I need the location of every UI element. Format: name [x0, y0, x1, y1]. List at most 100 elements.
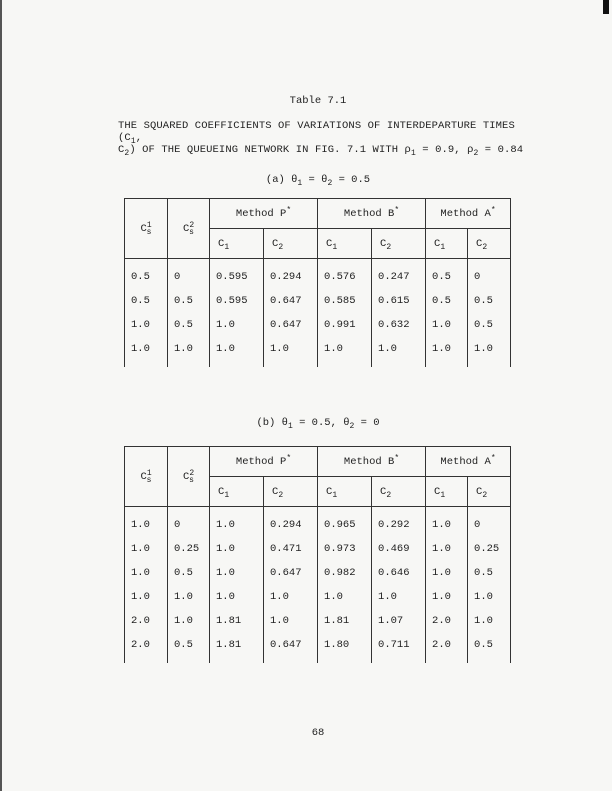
scan-mark — [603, 0, 609, 14]
page-number: 68 — [311, 727, 325, 739]
table-a: C1s C2s Method P* Method B* Method A* C1 C2 C1 C… — [124, 198, 512, 367]
header-cs1: C1s — [124, 198, 168, 259]
table-cell: 0.647 — [262, 633, 319, 663]
star: * — [490, 453, 496, 463]
title-text: (b) θ — [256, 417, 288, 429]
title-sub: 1 — [297, 179, 303, 188]
title-text: (a) θ — [265, 174, 298, 186]
header-sub: s — [189, 227, 194, 237]
table-cell: 1.0 — [209, 561, 264, 585]
table-cell: 0.469 — [371, 537, 427, 561]
table-cell: 0.5 — [167, 289, 210, 313]
header-method-b: Method B* — [317, 446, 427, 477]
scan-edge — [0, 0, 2, 791]
header-c2: C2 — [467, 228, 512, 259]
caption-text: ) OF THE QUEUEING NETWORK IN FIG. 7.1 WI… — [129, 144, 411, 156]
header-text: C — [380, 485, 387, 498]
table-cell: 1.0 — [425, 585, 469, 609]
table-cell: 2.0 — [425, 609, 469, 633]
header-sub: 2 — [278, 242, 284, 252]
header-cs2: C2s — [167, 446, 210, 507]
table-cell: 2.0 — [425, 633, 469, 663]
table-cell: 0.576 — [317, 258, 373, 289]
star: * — [286, 205, 292, 215]
table-cell: 0.5 — [167, 561, 210, 585]
table-cell: 1.0 — [262, 585, 319, 609]
table-cell: 1.0 — [467, 585, 512, 609]
header-sub: 1 — [440, 490, 446, 500]
header-text: Method A — [440, 207, 491, 220]
header-sub: 2 — [482, 490, 488, 500]
table-cell: 0.471 — [262, 537, 319, 561]
star: * — [394, 453, 400, 463]
header-text: C — [434, 485, 441, 498]
header-sup: 1 — [146, 468, 152, 478]
table-cell: 1.0 — [425, 313, 469, 337]
table-cell: 0.615 — [371, 289, 427, 313]
header-text: Method B — [343, 455, 395, 468]
header-sub: 1 — [332, 490, 338, 500]
header-text: C — [183, 470, 190, 483]
caption-sub: 2 — [124, 149, 130, 158]
header-sub: 2 — [386, 490, 392, 500]
table-cell: 1.0 — [124, 561, 168, 585]
table-cell: 1.81 — [317, 609, 373, 633]
table-cell: 1.0 — [124, 585, 168, 609]
table-cell: 0.294 — [262, 506, 319, 537]
title-sub: 1 — [287, 422, 293, 431]
table-row: 1.0 1.0 1.0 1.0 1.0 1.0 1.0 1.0 — [124, 585, 512, 609]
header-text: C — [140, 222, 147, 235]
header-text: C — [272, 485, 279, 498]
caption-text: C — [118, 144, 125, 156]
table-cell: 0.25 — [467, 537, 512, 561]
table-cell: 1.07 — [371, 609, 427, 633]
caption-text: = 0.9, ρ — [415, 144, 474, 156]
star: * — [394, 205, 400, 215]
table-cell: 1.0 — [467, 609, 512, 633]
caption-text: , — [135, 132, 143, 144]
header-text: C — [272, 237, 279, 250]
table-cell: 0.647 — [262, 313, 319, 337]
table-cell: 2.0 — [124, 609, 168, 633]
table-row: 0.5 0 0.595 0.294 0.576 0.247 0.5 0 — [124, 258, 512, 289]
table-cell: 0.595 — [209, 289, 264, 313]
table-cell: 0.5 — [124, 289, 168, 313]
table-cell: 1.0 — [425, 506, 469, 537]
caption-text: = 0.84 — [478, 144, 524, 156]
table-cell: 1.0 — [124, 337, 168, 367]
header-method-p: Method P* — [208, 198, 319, 229]
table-cell: 0.5 — [467, 313, 512, 337]
header-method-p: Method P* — [208, 446, 319, 477]
header-text: C — [140, 470, 147, 483]
table-cell: 0 — [167, 258, 210, 289]
header-cs2: C2s — [167, 198, 210, 259]
header-text: Method P — [235, 207, 287, 220]
header-text: Method P — [235, 455, 287, 468]
table-cell: 0.647 — [262, 289, 319, 313]
header-sub: s — [189, 475, 194, 485]
header-c2: C2 — [262, 476, 319, 507]
header-c1: C1 — [317, 476, 373, 507]
header-c2: C2 — [262, 228, 319, 259]
table-cell: 0.647 — [262, 561, 319, 585]
subtable-b-title: (b) θ1 = 0.5, θ2 = 0 — [0, 417, 612, 431]
header-c2: C2 — [371, 476, 427, 507]
header-cs1: C1s — [124, 446, 168, 507]
table-cell: 0.646 — [371, 561, 427, 585]
table-cell: 0.5 — [124, 258, 168, 289]
table-number: Table 7.1 — [289, 95, 347, 107]
table-b: C1s C2s Method P* Method B* Method A* C1 C2 C1 C… — [124, 446, 512, 663]
table-cell: 1.0 — [262, 609, 319, 633]
table-cell: 0.5 — [167, 313, 210, 337]
table-cell: 1.0 — [425, 537, 469, 561]
table-row: 1.0 0.5 1.0 0.647 0.991 0.632 1.0 0.5 — [124, 313, 512, 337]
table-cell: 1.0 — [209, 313, 264, 337]
table-cell: 1.0 — [317, 585, 373, 609]
table-cell: 1.0 — [167, 609, 210, 633]
table-cell: 0.5 — [467, 633, 512, 663]
table-cell: 1.0 — [209, 506, 264, 537]
table-caption: THE SQUARED COEFFICIENTS OF VARIATIONS O… — [118, 120, 528, 158]
table-cell: 1.0 — [317, 337, 373, 367]
table-row: 0.5 0.5 0.595 0.647 0.585 0.615 0.5 0.5 — [124, 289, 512, 313]
table-row: 1.0 0.25 1.0 0.471 0.973 0.469 1.0 0.25 — [124, 537, 512, 561]
